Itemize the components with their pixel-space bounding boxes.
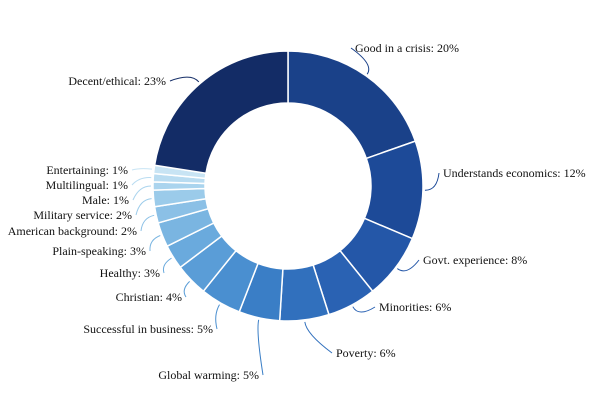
slice-good-in-a-crisis[interactable] <box>287 50 417 160</box>
slice-decent-ethical[interactable] <box>153 50 289 175</box>
leader-multilingual <box>131 177 152 186</box>
label-plain-speaking: Plain-speaking: 3% <box>52 244 146 258</box>
label-multilingual: Multilingual: 1% <box>46 178 128 192</box>
leader-global-warming <box>257 319 264 376</box>
label-entertaining: Entertaining: 1% <box>46 163 128 177</box>
leader-poverty <box>304 321 333 354</box>
leader-male <box>132 185 152 201</box>
label-american-background: American background: 2% <box>8 224 137 238</box>
leader-christian <box>183 281 190 298</box>
label-poverty: Poverty: 6% <box>336 346 396 360</box>
leader-entertaining <box>131 168 153 171</box>
leader-good-in-a-crisis <box>350 47 370 75</box>
label-minorities: Minorities: 6% <box>379 300 451 314</box>
label-male: Male: 1% <box>82 193 129 207</box>
leader-successful-in-business <box>215 304 220 330</box>
slice-labels: Good in a crisis: 20% Understands economi… <box>8 41 586 382</box>
label-global-warming: Global warming: 5% <box>158 368 259 382</box>
leader-plain-speaking <box>149 235 161 252</box>
leader-decent-ethical <box>169 76 200 83</box>
label-military-service: Military service: 2% <box>33 208 132 222</box>
leader-understands-economics <box>424 172 440 191</box>
label-decent-ethical: Decent/ethical: 23% <box>68 74 166 88</box>
label-christian: Christian: 4% <box>116 290 182 304</box>
leader-american-background <box>140 214 155 232</box>
label-understands-economics: Understands economics: 12% <box>443 166 586 180</box>
donut-slices <box>152 50 424 322</box>
label-healthy: Healthy: 3% <box>100 266 160 280</box>
label-govt-experience: Govt. experience: 8% <box>423 253 527 267</box>
leader-lines <box>131 47 440 376</box>
label-successful-in-business: Successful in business: 5% <box>83 322 213 336</box>
leader-healthy <box>162 257 172 274</box>
leader-minorities <box>352 306 376 313</box>
leader-govt-experience <box>397 259 420 272</box>
leader-military-service <box>135 198 152 216</box>
label-good-in-a-crisis: Good in a crisis: 20% <box>355 41 459 55</box>
